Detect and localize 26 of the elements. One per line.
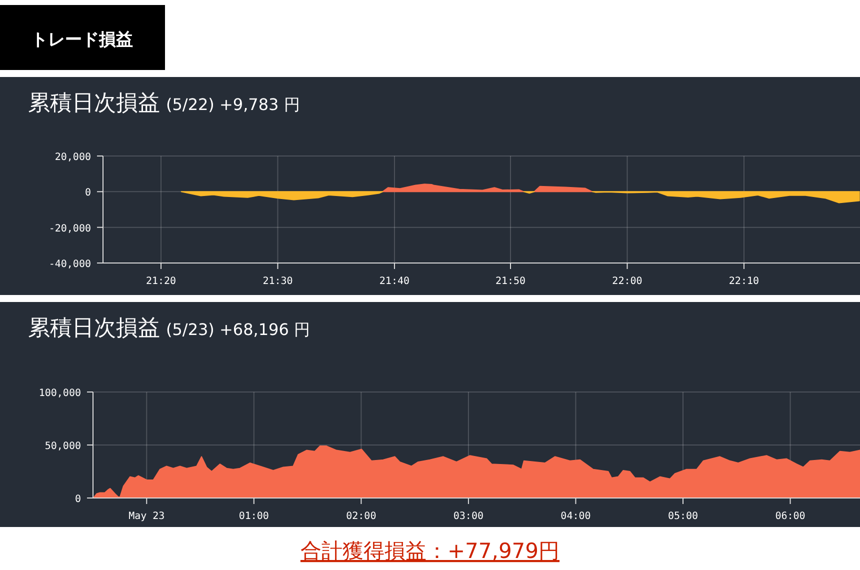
x-tick-label: 22:10 bbox=[728, 276, 760, 287]
text: トレード損益 bbox=[31, 30, 133, 50]
x-tick-label: 21:20 bbox=[146, 276, 176, 287]
y-tick-label: 50,000 bbox=[44, 441, 81, 452]
x-tick-label: 21:50 bbox=[495, 276, 526, 287]
y-tick-label: 0 bbox=[74, 494, 81, 505]
x-tick-label: 02:00 bbox=[346, 511, 376, 522]
x-tick-label: 01:00 bbox=[238, 511, 269, 522]
x-tick-label: 03:00 bbox=[453, 511, 484, 522]
y-tick-label: 0 bbox=[84, 188, 91, 199]
y-tick-label: -40,000 bbox=[48, 259, 91, 270]
x-tick-label: 22:00 bbox=[612, 276, 642, 287]
x-tick-label: 06:00 bbox=[775, 511, 806, 522]
chart-subtitle: (5/22) +9,783 円 bbox=[166, 95, 300, 114]
y-tick-label: -20,000 bbox=[48, 223, 91, 234]
x-tick-label: May 23 bbox=[128, 511, 165, 522]
chart-subtitle: (5/23) +68,196 円 bbox=[166, 320, 310, 339]
x-tick-label: 05:00 bbox=[668, 511, 698, 522]
x-tick-label: 21:30 bbox=[262, 276, 293, 287]
text: 合計獲得損益：+77,979円 bbox=[300, 539, 560, 563]
x-tick-label: 04:00 bbox=[560, 511, 591, 522]
chart-title: 累積日次損益 bbox=[28, 316, 160, 341]
y-tick-label: 20,000 bbox=[54, 152, 91, 163]
x-tick-label: 21:40 bbox=[379, 276, 410, 287]
y-tick-label: 100,000 bbox=[38, 388, 81, 399]
chart-title: 累積日次損益 bbox=[28, 91, 160, 116]
